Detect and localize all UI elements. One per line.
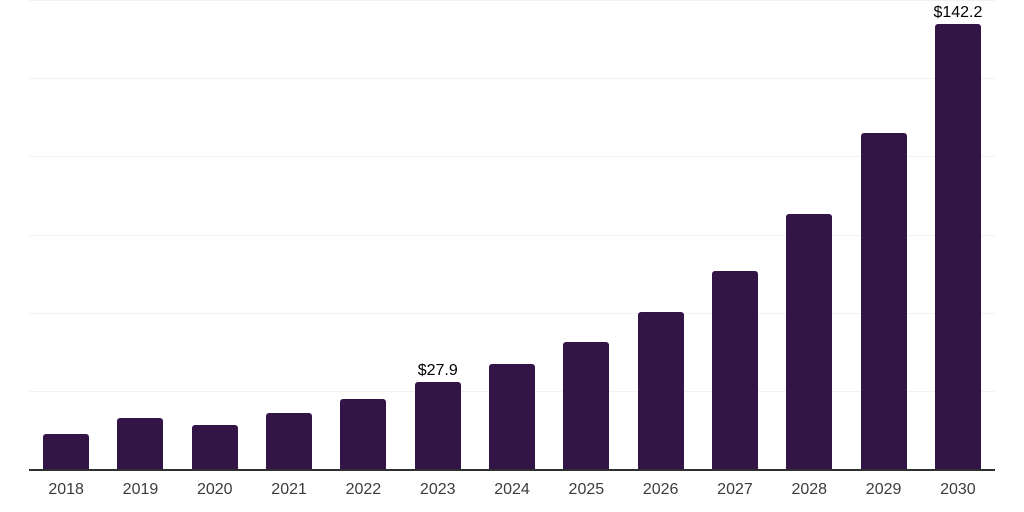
bar-slot [698, 0, 772, 469]
x-tick-label: 2029 [865, 481, 902, 498]
bar-slot [624, 0, 698, 469]
bar-slot: $27.9 [401, 0, 475, 469]
bar-slot: $142.2 [921, 0, 995, 469]
x-axis-labels: 2018 2019 2020 2021 2022 2023 2024 2025 2026 2027… [29, 481, 995, 499]
x-tick-label: 2025 [568, 481, 605, 498]
plot-area: $27.9 $142.2 [29, 0, 995, 471]
bar-slot [29, 0, 103, 469]
bar-2019 [117, 417, 164, 469]
bar-value-label: $142.2 [933, 4, 983, 22]
x-tick-label: 2018 [48, 481, 84, 498]
bar-2030 [934, 24, 981, 469]
x-tick-label: 2030 [940, 481, 976, 498]
x-tick-label: 2028 [791, 481, 828, 498]
bar-slot [475, 0, 549, 469]
x-tick-label: 2026 [642, 481, 679, 498]
x-tick-label: 2021 [271, 481, 307, 498]
x-tick-label: 2023 [419, 481, 456, 498]
gridline [29, 0, 995, 1]
x-tick-label: 2019 [122, 481, 159, 498]
bar-slot [252, 0, 326, 469]
gridline [29, 156, 995, 158]
bars-row: $27.9 $142.2 [29, 0, 995, 469]
x-tick-label: 2022 [345, 481, 382, 498]
bar-2020 [191, 425, 238, 469]
gridline [29, 78, 995, 80]
bar-2028 [786, 213, 833, 469]
bar-slot [326, 0, 400, 469]
bar-2022 [340, 399, 387, 469]
bar-2023 [414, 381, 461, 469]
bar-slot [846, 0, 920, 469]
gridline [29, 234, 995, 236]
bar-2026 [637, 312, 684, 469]
x-tick-label: 2027 [717, 481, 753, 498]
bar-2029 [860, 132, 907, 469]
bar-2021 [266, 413, 313, 469]
bar-slot [549, 0, 623, 469]
bar-slot [103, 0, 177, 469]
x-tick-label: 2020 [196, 481, 233, 498]
bar-2025 [563, 342, 610, 469]
bar-slot [772, 0, 846, 469]
bar-slot [178, 0, 252, 469]
bar-value-label: $27.9 [417, 361, 458, 379]
bar-2024 [489, 364, 536, 469]
x-tick-label: 2024 [494, 481, 530, 498]
gridline [29, 312, 995, 314]
bar-2018 [43, 433, 90, 469]
bar-2027 [711, 271, 758, 469]
